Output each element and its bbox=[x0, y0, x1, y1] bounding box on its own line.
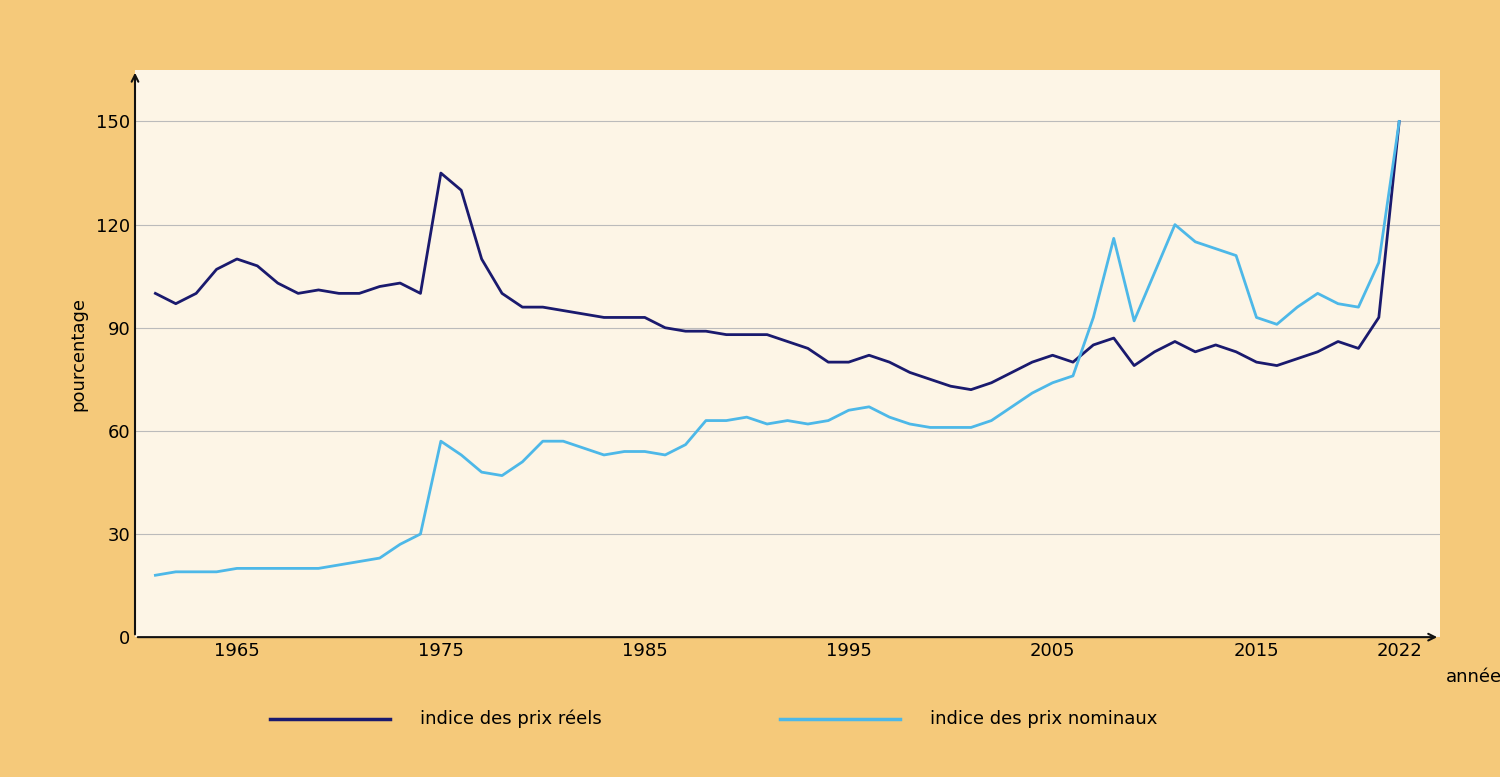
Text: années: années bbox=[1446, 668, 1500, 686]
Text: indice des prix nominaux: indice des prix nominaux bbox=[930, 709, 1158, 728]
Y-axis label: pourcentage: pourcentage bbox=[69, 297, 87, 410]
Text: indice des prix réels: indice des prix réels bbox=[420, 709, 602, 728]
